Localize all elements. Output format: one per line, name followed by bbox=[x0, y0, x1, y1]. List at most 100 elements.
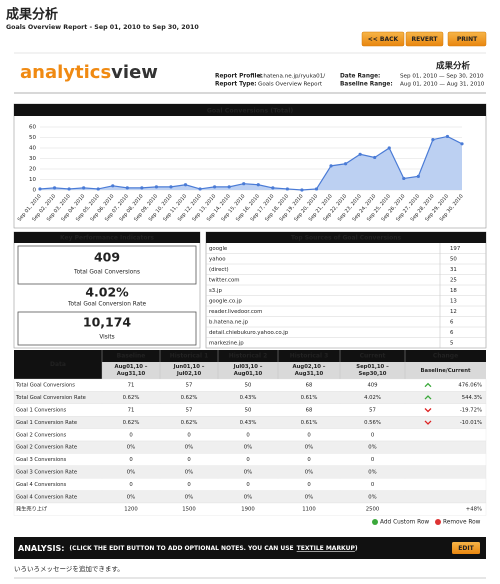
y-tick-label: 50 bbox=[29, 135, 36, 141]
cell: 57 bbox=[369, 408, 376, 414]
y-tick-label: 20 bbox=[29, 167, 36, 173]
cell: 0 bbox=[246, 482, 250, 488]
source-name: b.hatena.ne.jp bbox=[209, 320, 249, 326]
point bbox=[460, 142, 464, 146]
point bbox=[314, 187, 319, 191]
line bbox=[39, 135, 463, 191]
table-row bbox=[13, 453, 487, 466]
cell: 0 bbox=[371, 457, 375, 463]
source-value: 5 bbox=[450, 341, 453, 347]
cell: 0 bbox=[187, 482, 191, 488]
cell: 68 bbox=[306, 383, 313, 389]
cell: 0.56% bbox=[364, 420, 381, 426]
report-field-label: Date Range: bbox=[340, 74, 380, 80]
column-header: Historical 1 bbox=[170, 353, 209, 360]
kpi-box bbox=[17, 245, 197, 285]
cell: 1100 bbox=[302, 507, 316, 513]
source-name: s3.jp bbox=[209, 288, 222, 294]
cell: 1200 bbox=[124, 507, 138, 513]
action-icon[interactable] bbox=[372, 519, 378, 525]
source-name: (direct) bbox=[209, 267, 229, 273]
page-subtitle: Goals Overview Report - Sep 01, 2010 to … bbox=[6, 24, 199, 31]
y-tick-label: 60 bbox=[29, 125, 36, 131]
kpi-value: 409 bbox=[94, 250, 120, 265]
analysis-label: ANALYSIS: bbox=[18, 544, 64, 553]
point bbox=[343, 162, 348, 166]
cell: 0 bbox=[187, 432, 191, 438]
kpi-label: Total Goal Conversions bbox=[73, 270, 140, 276]
cell: 1500 bbox=[182, 507, 196, 513]
row-label: Goal 3 Conversion Rate bbox=[16, 470, 77, 476]
point bbox=[227, 185, 231, 189]
point bbox=[358, 152, 362, 156]
point bbox=[300, 188, 304, 192]
cell: 0 bbox=[307, 457, 311, 463]
cell: 0% bbox=[368, 494, 376, 500]
action-label: Remove Row bbox=[443, 520, 481, 526]
point bbox=[329, 164, 333, 168]
row-label: Total Goal Conversion Rate bbox=[15, 395, 86, 401]
sources-header bbox=[206, 232, 486, 243]
point bbox=[402, 176, 406, 181]
source-name: twitter.com bbox=[209, 278, 240, 284]
date-range: Aug01,10 – bbox=[115, 364, 148, 370]
cell: 2500 bbox=[366, 507, 380, 513]
analysis-link[interactable]: TEXTILE MARKUP bbox=[297, 545, 356, 552]
point bbox=[387, 146, 391, 150]
date-range: Jun01,10 – bbox=[173, 364, 205, 370]
source-value: 13 bbox=[450, 299, 457, 305]
report-field-label: Baseline Range: bbox=[340, 82, 393, 88]
report-field-value: Goals Overview Report bbox=[258, 82, 323, 88]
source-value: 6 bbox=[450, 330, 454, 336]
cell: 0% bbox=[244, 470, 252, 476]
edit-button[interactable] bbox=[452, 542, 480, 554]
cell: 0% bbox=[185, 494, 193, 500]
column-header: Change bbox=[433, 353, 458, 360]
button[interactable] bbox=[447, 31, 487, 47]
button[interactable] bbox=[361, 31, 405, 47]
table-row bbox=[13, 502, 487, 516]
point bbox=[82, 186, 86, 190]
analysis-note: (CLICK THE EDIT BUTTON TO ADD OPTIONAL N… bbox=[69, 545, 293, 552]
point bbox=[169, 185, 173, 189]
point bbox=[445, 134, 450, 139]
cell: 57 bbox=[186, 383, 193, 389]
cell: 0% bbox=[185, 470, 193, 476]
column-header: Data bbox=[50, 361, 66, 368]
analysis-bar bbox=[14, 537, 486, 559]
action-icon[interactable] bbox=[435, 519, 441, 525]
logo-part: view bbox=[111, 62, 158, 83]
table-subheader bbox=[102, 362, 486, 379]
chart-title: Goal Conversions (Total) bbox=[207, 108, 294, 115]
logo: analyticsview bbox=[20, 62, 158, 83]
column-header: Baseline bbox=[117, 353, 146, 360]
cell: 57 bbox=[186, 408, 193, 414]
page-title: 成果分析 bbox=[6, 7, 58, 23]
cell: 0% bbox=[127, 445, 135, 451]
row-label: Goal 4 Conversion Rate bbox=[16, 494, 77, 500]
kpi-title: Key Performance Indicators bbox=[60, 234, 154, 241]
change: +48% bbox=[466, 507, 482, 513]
kpi-label: Visits bbox=[99, 335, 114, 341]
row-label: Goal 1 Conversions bbox=[16, 408, 66, 414]
source-name: google.co.jp bbox=[209, 299, 242, 305]
cell: 0.62% bbox=[123, 420, 140, 426]
cell: 50 bbox=[245, 408, 252, 414]
change: -10.01% bbox=[460, 420, 482, 426]
table-header bbox=[14, 350, 486, 362]
y-tick-label: 0 bbox=[33, 188, 37, 194]
point bbox=[285, 187, 289, 191]
report-title: 成果分析 bbox=[436, 61, 471, 72]
button[interactable] bbox=[405, 31, 444, 47]
date-range: Jul02,10 bbox=[176, 371, 202, 377]
date-range: Aug31,10 bbox=[117, 371, 146, 377]
cell: 68 bbox=[306, 408, 313, 414]
column-header: Historical 3 bbox=[290, 353, 329, 360]
source-value: 12 bbox=[450, 309, 457, 315]
cell: 0 bbox=[129, 482, 133, 488]
cell: 409 bbox=[367, 383, 377, 389]
report-field-label: Report Profile: bbox=[215, 74, 263, 80]
cell: 0.61% bbox=[301, 395, 318, 401]
change: -19.72% bbox=[460, 408, 482, 414]
cell: 4.02% bbox=[364, 395, 381, 401]
